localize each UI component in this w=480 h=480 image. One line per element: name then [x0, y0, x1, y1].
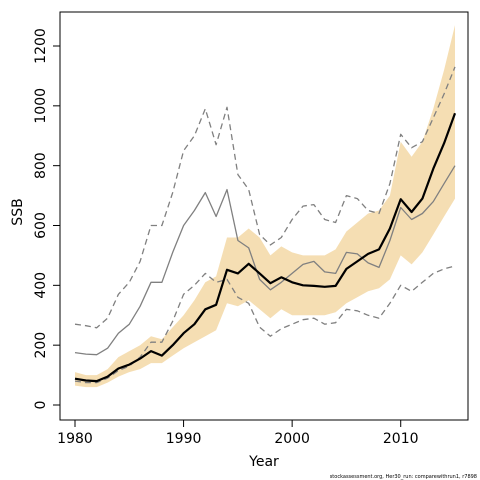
- y-tick-label: 200: [33, 332, 49, 359]
- x-axis: 1980 1990 2000 2010: [57, 420, 419, 447]
- x-tick-label: 2010: [383, 431, 419, 447]
- x-tick-label: 2000: [274, 431, 310, 447]
- y-tick-label: 1200: [33, 28, 49, 64]
- y-axis: 0 200 400 600 800 1000 1200: [33, 28, 60, 409]
- y-tick-label: 600: [33, 212, 49, 239]
- comparison-line: [74, 165, 456, 356]
- plot-frame: [59, 11, 469, 421]
- y-tick-label: 1000: [33, 88, 49, 124]
- footnote: stockassessment.org, Her30_run: comparew…: [330, 474, 477, 480]
- x-axis-title: Year: [248, 454, 279, 470]
- y-axis-title: SSB: [10, 198, 26, 225]
- y-tick-label: 0: [33, 401, 49, 410]
- series-lines: [74, 66, 457, 384]
- y-tick-label: 800: [33, 152, 49, 179]
- central-estimate-line: [74, 112, 457, 383]
- x-tick-label: 1980: [57, 431, 93, 447]
- x-tick-label: 1990: [166, 431, 202, 447]
- y-tick-label: 400: [33, 272, 49, 299]
- comparison-upper-line: [74, 66, 456, 329]
